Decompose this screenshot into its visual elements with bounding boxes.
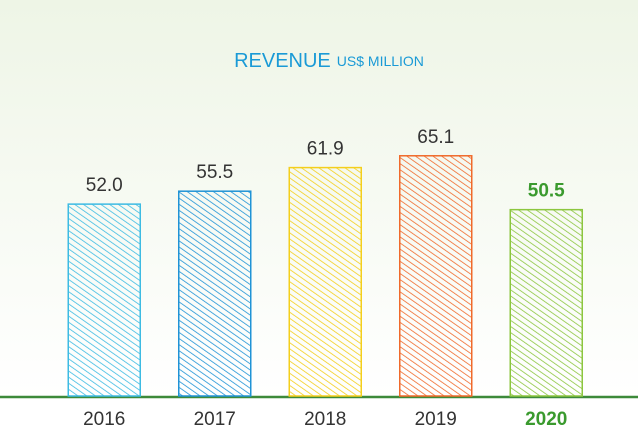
bar [288, 166, 362, 397]
value-label: 55.5 [196, 162, 233, 183]
chart-title: REVENUE US$ MILLION [234, 50, 424, 72]
x-tick-label: 2018 [304, 409, 346, 430]
bar [399, 155, 473, 397]
value-label: 50.5 [528, 181, 565, 202]
subtitle: US$ MILLION [337, 53, 424, 69]
x-tick-label: 2017 [194, 409, 236, 430]
bar [67, 203, 141, 397]
x-tick-label: 2016 [83, 409, 125, 430]
title: REVENUE [234, 50, 331, 72]
value-label: 61.9 [307, 139, 344, 160]
x-tick-label: 2019 [415, 409, 457, 430]
value-label: 52.0 [86, 175, 123, 196]
bar [509, 208, 583, 397]
value-label: 65.1 [417, 127, 454, 148]
bar [178, 190, 252, 397]
x-tick-label: 2020 [525, 409, 567, 430]
